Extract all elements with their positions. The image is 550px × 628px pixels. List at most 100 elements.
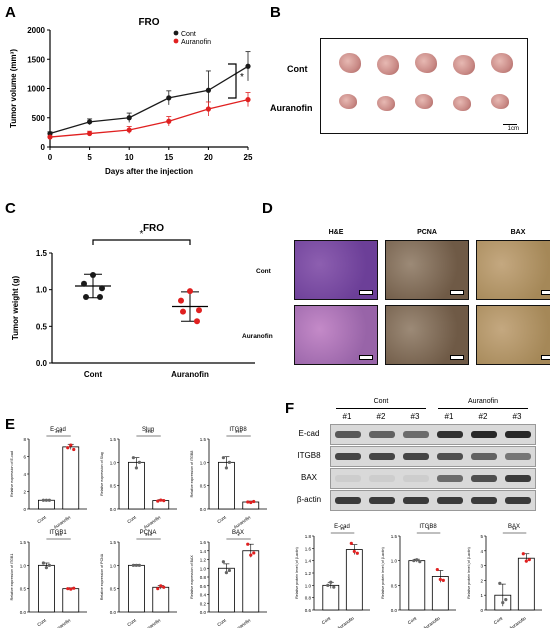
bar [345, 549, 363, 611]
chart-c-tumor-weight: 0.0 0.5 1.0 1.5 Tumor weight (g) FRO Cont Auran… [11, 223, 255, 379]
data-point [166, 118, 172, 124]
protein-band [369, 475, 395, 482]
x-tick-label: Cont [36, 514, 47, 524]
bar [128, 564, 145, 613]
blot-strip [330, 424, 536, 445]
y-tick-label: 6 [23, 455, 26, 460]
data-point [69, 587, 73, 591]
y-tick-label: 1.5 [36, 249, 48, 258]
data-point [72, 586, 76, 590]
bar [38, 564, 55, 613]
y-tick-label: 0.0 [110, 610, 117, 615]
protein-band [403, 453, 429, 460]
data-point [166, 95, 172, 101]
data-point [131, 563, 135, 567]
y-axis-label: Tumor weight (g) [11, 276, 20, 341]
protein-band [335, 453, 361, 460]
y-tick-label: 1.8 [305, 534, 312, 539]
protein-band [505, 431, 531, 438]
blot-strip [330, 468, 536, 489]
y-tick-label: 2000 [27, 26, 45, 35]
bar [242, 550, 260, 613]
y-tick-label: 0.0 [200, 507, 207, 512]
bar-chart-e6: BAX 0.0 0.2 0.4 0.6 0.8 1.0 1.2 1.4 1.6 Relative e… [190, 530, 267, 628]
protein-band [505, 453, 531, 460]
x-tick-label: Cont [407, 615, 418, 625]
data-point [227, 568, 231, 573]
y-tick-label: 0.0 [391, 608, 398, 613]
data-point [438, 577, 442, 582]
y-tick-label: 1.6 [200, 540, 207, 545]
data-point [159, 584, 163, 588]
data-point [326, 583, 330, 587]
data-point [221, 560, 225, 564]
lane-label: #2 [478, 412, 488, 421]
protein-band [437, 453, 463, 460]
y-tick-label: 1.4 [200, 549, 207, 554]
y-tick-label: 0 [23, 507, 26, 512]
y-tick-label: 1.4 [305, 559, 312, 564]
y-tick-label: 1.5 [200, 437, 207, 442]
data-point [249, 500, 253, 505]
y-tick-label: 1000 [27, 85, 45, 94]
y-tick-label: 0.4 [200, 593, 207, 598]
legend-marker [173, 30, 179, 36]
data-point [87, 119, 93, 125]
x-tick-label: Cont [126, 617, 137, 627]
chart-title: E-cad [50, 427, 66, 433]
data-point [81, 280, 87, 287]
y-tick-label: 1.0 [391, 559, 398, 564]
x-tick-label: Cont [36, 617, 47, 627]
panel-letter-a: A [5, 4, 16, 21]
data-point [329, 580, 333, 584]
x-tick-label: 10 [125, 153, 134, 162]
protein-band [403, 497, 429, 504]
sig-mark: ** [340, 528, 345, 534]
panel-letter-f: F [285, 400, 295, 417]
y-tick-label: 500 [32, 114, 46, 123]
y-tick-label: 1.0 [110, 460, 117, 465]
data-point [178, 297, 184, 304]
sig-bracket [228, 63, 237, 99]
data-point [246, 500, 250, 504]
data-point [72, 447, 76, 452]
chart-title: BAX [232, 530, 244, 536]
y-axis-label: Tumor volume (mm³) [9, 49, 18, 128]
y-tick-label: 0.0 [200, 610, 207, 615]
x-tick-label: Auranofin [53, 617, 72, 628]
data-point [47, 498, 52, 502]
y-tick-label: 0.6 [200, 584, 207, 589]
data-point [97, 294, 103, 300]
x-tick-label: Cont [493, 615, 504, 625]
y-tick-label: 0.6 [305, 608, 312, 613]
scale-bar [541, 355, 550, 360]
data-point [527, 558, 531, 562]
tumor-auranofin [339, 94, 357, 109]
data-point [245, 63, 251, 69]
legend-label-auranofin: Auranofin [181, 39, 211, 46]
col-header: H&E [328, 229, 344, 236]
sig-mark: * [237, 534, 240, 540]
y-tick-label: 1.0 [20, 563, 27, 568]
protein-band [369, 431, 395, 438]
bar [408, 560, 426, 611]
data-point [441, 578, 445, 582]
y-tick-label: 4 [23, 472, 26, 477]
x-tick-label: 25 [244, 153, 253, 162]
y-tick-label: 5 [480, 534, 483, 539]
bar-chart-e1: E-cad 0 2 4 6 8 Relative expression of E-cad Co… [10, 427, 87, 530]
protein-band [471, 497, 497, 504]
x-tick-label: Cont [216, 617, 227, 627]
x-tick-label: Cont [126, 514, 137, 524]
panel-b-photo: 1cm [320, 38, 528, 134]
series-line-cont [49, 65, 249, 135]
tumor-cont [339, 53, 361, 73]
protein-band [471, 431, 497, 438]
y-tick-label: 1.5 [20, 540, 27, 545]
data-point [205, 87, 211, 93]
panel-d-histology: H&E PCNA BAX Cont Auranofin [240, 215, 550, 380]
series-line-auranofin [49, 98, 249, 138]
chart-title: FRO [138, 17, 159, 28]
y-axis-label: Relative protein level (of β-actin) [381, 547, 385, 599]
data-point [224, 571, 228, 575]
